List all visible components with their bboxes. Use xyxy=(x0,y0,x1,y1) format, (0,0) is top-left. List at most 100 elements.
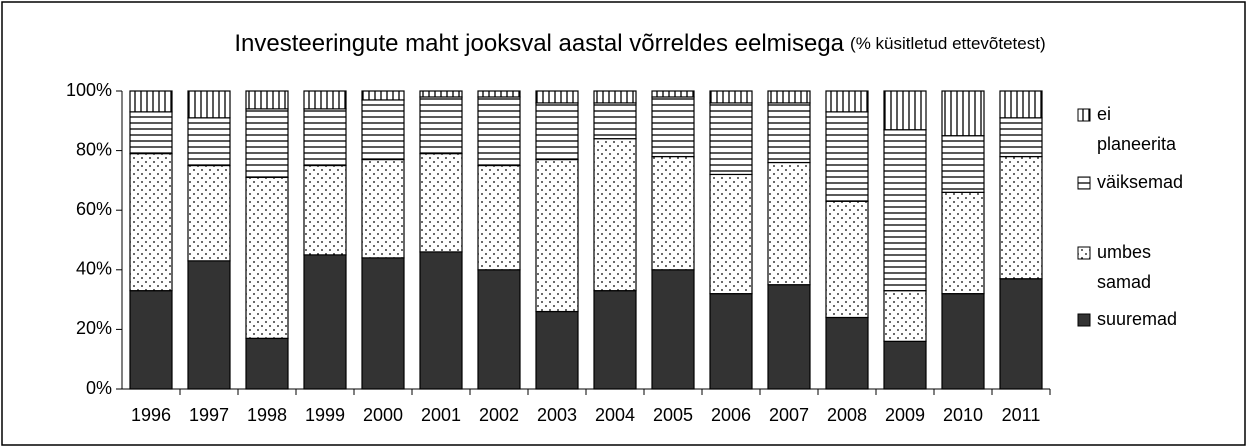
bar-segment xyxy=(593,90,637,104)
bar-segment xyxy=(883,290,927,342)
bar-segment xyxy=(709,102,753,176)
x-tick-label: 2003 xyxy=(537,405,577,425)
bar-segment xyxy=(941,293,985,390)
bar-segment xyxy=(187,260,231,390)
title-group: Investeeringute maht jooksval aastal võr… xyxy=(234,30,1045,57)
bar-segment xyxy=(593,290,637,390)
x-tick-label: 2010 xyxy=(943,405,983,425)
bar-segment xyxy=(303,164,347,256)
y-tick-label: 20% xyxy=(76,318,112,338)
bar-segment xyxy=(825,316,869,390)
legend-label-line: samad xyxy=(1097,272,1151,292)
bar-segment xyxy=(941,191,985,295)
x-tick-label: 2004 xyxy=(595,405,635,425)
legend-label: väiksemad xyxy=(1097,172,1183,192)
legend-label: ei planeerita xyxy=(1097,104,1177,154)
bar-segment xyxy=(593,102,637,140)
bar-segment xyxy=(941,90,985,137)
legend-swatch xyxy=(1077,313,1091,327)
bar-segment xyxy=(419,96,463,155)
bar-segment xyxy=(419,90,463,98)
bar-segment xyxy=(767,284,811,390)
x-tick-label: 1999 xyxy=(305,405,345,425)
bar-segment xyxy=(767,102,811,164)
legend-swatch xyxy=(1077,176,1091,190)
y-tick-label: 60% xyxy=(76,199,112,219)
bar-segment xyxy=(535,90,579,104)
y-tick-label: 0% xyxy=(86,378,112,398)
bar-segment xyxy=(245,108,289,179)
bar-segment xyxy=(129,152,173,292)
bar-segment xyxy=(535,158,579,313)
x-tick-label: 2002 xyxy=(479,405,519,425)
bar-segment xyxy=(999,155,1043,280)
bar-segment xyxy=(129,90,173,113)
bar-segment xyxy=(767,90,811,104)
bar-segment xyxy=(825,111,869,202)
bar-segment xyxy=(129,290,173,390)
legend-label: umbes samad xyxy=(1097,242,1156,292)
bar-segment xyxy=(477,164,521,271)
bar-segment xyxy=(129,111,173,155)
bar-segment xyxy=(651,269,695,390)
x-tick-label: 1996 xyxy=(131,405,171,425)
bar-segment xyxy=(825,90,869,113)
x-tick-label: 2000 xyxy=(363,405,403,425)
bar-segment xyxy=(883,90,927,131)
legend-label-line: umbes xyxy=(1097,242,1156,262)
bar-segment xyxy=(303,108,347,167)
bar-segment xyxy=(477,90,521,98)
bar-segment xyxy=(999,117,1043,158)
bar-segment xyxy=(709,293,753,390)
legend-label-line: ei xyxy=(1097,104,1116,124)
bar-segment xyxy=(419,152,463,253)
y-tick-label: 80% xyxy=(76,139,112,159)
chart-title: Investeeringute maht jooksval aastal võr… xyxy=(234,30,844,57)
bar-segment xyxy=(361,257,405,390)
legend-label: suuremad xyxy=(1097,309,1177,329)
bar-segment xyxy=(999,90,1043,119)
x-tick-label: 1998 xyxy=(247,405,287,425)
bar-segment xyxy=(187,164,231,262)
bar-segment xyxy=(709,90,753,104)
y-tick-label: 40% xyxy=(76,259,112,279)
bar-segment xyxy=(187,90,231,119)
bar-segment xyxy=(245,90,289,110)
bar-segment xyxy=(767,161,811,286)
bar-segment xyxy=(303,90,347,110)
legend-label-line: planeerita xyxy=(1097,134,1177,154)
bar-segment xyxy=(883,340,927,390)
bar-segment xyxy=(477,96,521,167)
bar-segment xyxy=(245,176,289,339)
legend-swatch xyxy=(1077,246,1091,260)
bar-segment xyxy=(651,96,695,158)
x-tick-label: 1997 xyxy=(189,405,229,425)
bar-segment xyxy=(709,173,753,295)
bar-segment xyxy=(535,102,579,161)
bar-segment xyxy=(999,278,1043,390)
bar-segment xyxy=(477,269,521,390)
bar-segment xyxy=(245,337,289,390)
bar-segment xyxy=(825,200,869,319)
bar-segment xyxy=(361,90,405,101)
legend-swatch xyxy=(1077,108,1091,122)
x-tick-label: 2009 xyxy=(885,405,925,425)
bar-segment xyxy=(941,135,985,193)
bar-segment xyxy=(651,90,695,98)
chart-subtitle: (% küsitletud ettevõtetest) xyxy=(850,34,1046,53)
x-tick-label: 2005 xyxy=(653,405,693,425)
bar-segment xyxy=(187,117,231,167)
bar-segment xyxy=(361,158,405,259)
bar-segment xyxy=(419,251,463,390)
bar-segment xyxy=(883,129,927,292)
bar-segment xyxy=(303,254,347,390)
x-tick-label: 2008 xyxy=(827,405,867,425)
bar-segment xyxy=(593,138,637,292)
x-tick-label: 2001 xyxy=(421,405,461,425)
bar-segment xyxy=(651,155,695,271)
bar-segment xyxy=(361,99,405,161)
x-tick-label: 2011 xyxy=(1002,405,1041,425)
x-tick-label: 2007 xyxy=(769,405,809,425)
x-tick-label: 2006 xyxy=(711,405,751,425)
